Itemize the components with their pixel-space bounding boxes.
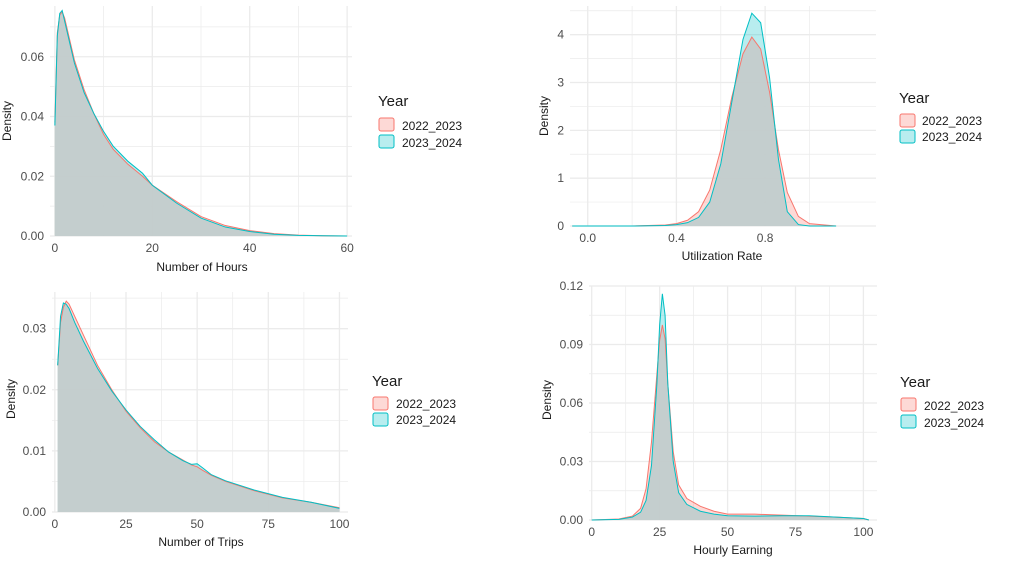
legend-key-2022-2023 [372, 396, 389, 411]
legend-label-2022-2023: 2022_2023 [924, 399, 984, 413]
density-area-2023-2024 [572, 13, 837, 227]
grid [589, 285, 877, 521]
density-line-2023-2024 [591, 293, 869, 521]
density-areas [57, 300, 340, 512]
y-axis-title: Density [0, 101, 14, 141]
y-tick-label: 0.06 [560, 396, 584, 410]
legend: Year 2022_2023 2023_2024 [378, 93, 462, 150]
density-overlap-area [572, 37, 837, 227]
x-tick-label: 25 [119, 517, 133, 531]
x-tick-label: 100 [329, 517, 349, 531]
legend-title: Year [900, 374, 930, 391]
x-axis-title: Utilization Rate [682, 249, 763, 263]
legend-key-2022-2023 [900, 397, 917, 412]
density-area-2023-2024 [591, 293, 869, 520]
panel-earning: 0 25 50 75 100 0.00 0.03 0.06 0.09 0.12 Hourly Ea… [540, 279, 984, 557]
panel-hours: 0 20 40 600.000.020.040.06 Number of Hours … [0, 6, 462, 274]
y-tick-label: 0 [557, 219, 564, 233]
x-axis-title: Number of Hours [156, 260, 247, 274]
density-line-2023-2024 [572, 12, 837, 227]
tick-labels: 0 25 50 75 100 0.00 0.03 0.06 0.09 0.12 [560, 279, 874, 539]
x-tick-label: 40 [243, 241, 257, 255]
x-tick-label: 100 [853, 525, 873, 539]
x-tick-label: 0.8 [757, 231, 774, 245]
density-areas [54, 9, 348, 237]
x-tick-label: 0 [52, 241, 59, 255]
density-line-2022-2023 [57, 300, 340, 509]
x-tick-label: 0 [588, 525, 595, 539]
legend-label-2022-2023: 2022_2023 [402, 119, 462, 133]
legend-label-2023-2024: 2023_2024 [396, 413, 456, 427]
legend-label-2023-2024: 2023_2024 [922, 130, 982, 144]
legend-key-2022-2023 [378, 117, 395, 132]
y-axis-title: Density [540, 380, 554, 420]
x-tick-label: 25 [653, 525, 667, 539]
legend-title: Year [378, 93, 408, 110]
y-tick-label: 0.02 [21, 169, 45, 183]
x-tick-label: 0 [52, 517, 59, 531]
legend-title: Year [372, 373, 402, 390]
y-tick-label: 0.12 [560, 279, 584, 293]
legend-label-2023-2024: 2023_2024 [924, 416, 984, 430]
density-areas [572, 12, 837, 227]
x-tick-label: 50 [190, 517, 204, 531]
x-tick-label: 75 [789, 525, 803, 539]
x-tick-label: 75 [262, 517, 276, 531]
panel-trips: 0 25 50 75 100 0.00 0.01 0.02 0.03 Number of Tri… [4, 292, 456, 549]
legend: Year 2022_2023 2023_2024 [899, 90, 982, 144]
y-tick-label: 4 [557, 28, 564, 42]
density-line-2022-2023 [572, 36, 837, 227]
x-axis-title: Number of Trips [158, 535, 243, 549]
y-tick-label: 0.09 [560, 338, 584, 352]
y-tick-label: 0.03 [560, 455, 584, 469]
y-tick-label: 0.03 [23, 322, 47, 336]
legend-label-2022-2023: 2022_2023 [922, 114, 982, 128]
y-tick-label: 0.01 [23, 444, 47, 458]
y-tick-label: 0.00 [560, 513, 584, 527]
y-tick-label: 0.04 [21, 110, 45, 124]
x-axis-title: Hourly Earning [693, 543, 772, 557]
y-tick-label: 2 [557, 123, 564, 137]
legend-key-2023-2024 [900, 414, 917, 429]
legend-key-2022-2023 [899, 113, 916, 128]
tick-labels: 0 25 50 75 100 0.00 0.01 0.02 0.03 [23, 322, 350, 531]
legend: Year 2022_2023 2023_2024 [372, 373, 456, 427]
x-tick-label: 20 [146, 241, 160, 255]
y-tick-label: 1 [557, 171, 564, 185]
y-tick-label: 3 [557, 76, 564, 90]
x-tick-label: 60 [340, 241, 354, 255]
y-tick-label: 0.00 [21, 229, 45, 243]
y-axis-title: Density [4, 379, 18, 419]
density-overlap-area [54, 11, 348, 236]
tick-labels: 0 20 40 60 0.00 0.02 0.04 0.06 [21, 50, 354, 255]
x-tick-label: 50 [721, 525, 735, 539]
grid [52, 292, 348, 513]
legend: Year 2022_2023 2023_2024 [900, 374, 984, 430]
legend-key-2023-2024 [899, 129, 916, 144]
legend-title: Year [899, 90, 929, 107]
density-overlap-area [591, 325, 869, 520]
y-tick-label: 0.00 [23, 505, 47, 519]
tick-labels: 0.0 0.4 0.8 0 1 2 3 4 [557, 28, 773, 245]
density-overlap-area [57, 304, 340, 512]
y-axis-title: Density [537, 96, 551, 136]
density-area-2022-2023 [572, 37, 837, 227]
x-tick-label: 0.4 [668, 231, 685, 245]
y-tick-label: 0.02 [23, 383, 47, 397]
x-tick-label: 0.0 [579, 231, 596, 245]
legend-key-2023-2024 [372, 412, 389, 427]
legend-key-2023-2024 [378, 134, 395, 149]
legend-label-2022-2023: 2022_2023 [396, 397, 456, 411]
legend-label-2023-2024: 2023_2024 [402, 136, 462, 150]
density-line-2023-2024 [54, 9, 348, 237]
density-line-2023-2024 [57, 302, 340, 509]
density-areas [591, 293, 869, 521]
y-tick-label: 0.06 [21, 50, 45, 64]
